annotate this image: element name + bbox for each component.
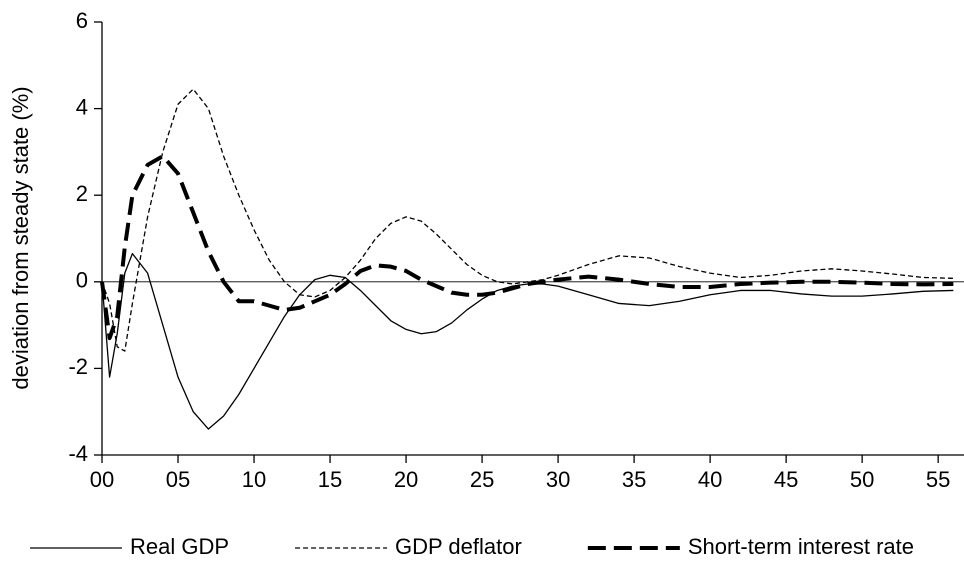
y-tick-label: 4 (76, 94, 88, 119)
x-tick-label: 25 (470, 467, 494, 492)
series-line (100, 154, 954, 341)
x-tick-label: 55 (926, 467, 950, 492)
x-tick-label: 50 (850, 467, 874, 492)
y-tick-label: 0 (76, 268, 88, 293)
x-tick-label: 30 (546, 467, 570, 492)
x-tick-label: 45 (774, 467, 798, 492)
y-tick-label: 6 (76, 8, 88, 33)
x-tick-label: 10 (242, 467, 266, 492)
x-tick-label: 05 (166, 467, 190, 492)
legend-label: GDP deflator (395, 534, 522, 559)
x-tick-label: 15 (318, 467, 342, 492)
y-tick-label: -2 (68, 354, 88, 379)
legend-label: Short-term interest rate (688, 534, 914, 559)
x-tick-label: 00 (90, 467, 114, 492)
y-axis-label: deviation from steady state (%) (8, 86, 33, 389)
x-tick-label: 20 (394, 467, 418, 492)
y-tick-label: -4 (68, 441, 88, 466)
x-tick-label: 40 (698, 467, 722, 492)
x-tick-label: 35 (622, 467, 646, 492)
series-line (101, 88, 954, 352)
series-line (101, 253, 954, 430)
y-tick-label: 2 (76, 181, 88, 206)
legend-label: Real GDP (130, 534, 229, 559)
